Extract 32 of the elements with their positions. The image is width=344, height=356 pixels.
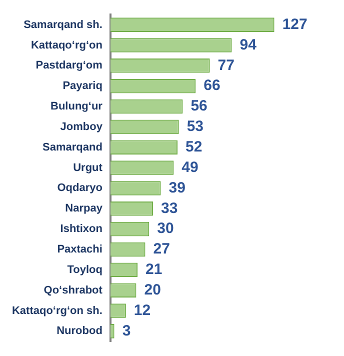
y-tick-label: Urgut — [73, 162, 103, 174]
y-tick-label: Toyloq — [67, 264, 102, 276]
data-label: 52 — [186, 138, 202, 156]
data-label: 127 — [282, 16, 308, 33]
y-tick-label: Jomboy — [60, 120, 104, 133]
data-label: 3 — [122, 322, 131, 340]
y-tick-label: Paxtachi — [57, 244, 102, 256]
y-tick-label: Oqdaryo — [57, 182, 103, 194]
data-label: 56 — [190, 98, 208, 115]
y-tick-label: Narpay — [65, 202, 104, 215]
y-tick-label: Payariq — [62, 80, 102, 92]
y-tick-label: Pastdarg‘om — [36, 60, 103, 72]
y-tick-label: Nurobod — [56, 325, 102, 338]
data-label: 27 — [153, 240, 170, 258]
data-label: 39 — [168, 179, 186, 196]
y-tick-label: Bulung‘ur — [50, 100, 104, 113]
y-tick-label: Kattaqo‘rg‘on — [30, 39, 103, 52]
data-label: 12 — [134, 302, 151, 319]
y-tick-label: Samarqand — [42, 141, 102, 154]
y-tick-label: Samarqand sh. — [24, 18, 102, 31]
data-label: 49 — [182, 158, 198, 176]
data-label: 21 — [146, 261, 162, 278]
data-label: 33 — [161, 200, 178, 217]
y-tick-label: Kattaqo‘rg‘on sh. — [12, 304, 102, 317]
data-label: 94 — [240, 36, 258, 54]
data-label: 53 — [186, 118, 204, 136]
data-label: 30 — [157, 220, 174, 238]
y-tick-label: Ishtixon — [60, 223, 103, 236]
data-label: 77 — [218, 56, 234, 74]
data-label: 20 — [144, 281, 161, 298]
data-label: 66 — [204, 77, 220, 94]
y-tick-label: Qo‘shrabot — [44, 284, 103, 296]
